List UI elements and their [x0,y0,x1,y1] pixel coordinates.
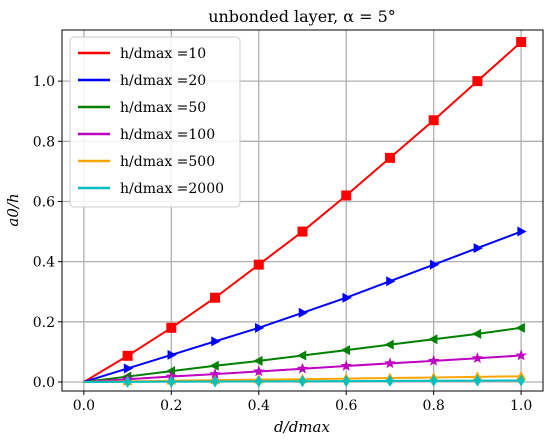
y-tick-label: 0.4 [33,255,55,271]
data-point [342,292,352,303]
data-point [384,152,395,163]
x-tick-label: 0.4 [248,398,270,414]
y-tick-label: 0.6 [33,194,55,210]
x-tick-label: 1.0 [510,398,532,414]
data-point [384,357,396,369]
data-point [515,322,525,333]
data-point [516,37,527,48]
data-point [297,226,308,237]
legend-box [69,36,241,208]
legend-entry: h/dmax =100 [120,127,215,143]
data-point [429,374,438,387]
data-point [427,354,440,366]
x-axis-label: d/dmax [274,418,330,436]
series-4 [83,349,527,385]
data-point [473,243,483,254]
legend-entry: h/dmax =10 [120,46,206,62]
data-point [253,259,264,270]
x-tick-label: 0.0 [73,398,95,414]
data-point [298,307,308,318]
data-point [166,322,177,333]
data-point [297,350,307,361]
data-point [167,375,176,388]
data-point [471,352,484,364]
data-point [517,226,527,237]
data-point [123,363,134,374]
series-2 [83,226,527,383]
data-point [386,374,394,387]
x-tick-label: 0.8 [423,398,445,414]
chart-title: unbonded layer, α = 5° [208,7,396,26]
y-axis-label: a0/h [4,193,22,226]
series-layer [83,37,527,388]
x-tick-label: 0.2 [160,398,182,414]
data-point [471,328,482,339]
data-point [429,259,440,270]
data-point [255,322,265,333]
ticks: 0.0 0.2 0.4 0.6 0.8 1.0 0.0 0.2 0.4 0.6 0.8 1.0 [33,74,533,414]
data-point [515,349,527,361]
data-point [210,292,221,303]
y-tick-label: 1.0 [33,74,55,90]
data-point [341,190,352,201]
data-point [340,345,350,356]
x-tick-label: 0.6 [335,398,357,414]
data-point [209,360,219,371]
data-point [211,375,219,388]
data-point [255,375,263,388]
data-point [342,375,350,388]
legend: h/dmax =10 h/dmax =20 h/dmax =50 h/dmax =10… [69,36,241,208]
series-3 [83,322,525,383]
legend-entry: h/dmax =2000 [120,181,224,197]
data-point [384,339,394,350]
data-point [298,375,307,388]
series-1 [83,37,527,383]
plot-frame [61,29,544,392]
data-point [473,374,482,387]
data-point [428,334,438,345]
data-point [167,349,177,360]
data-point [122,350,133,361]
legend-entry: h/dmax =500 [120,154,215,170]
legend-entry: h/dmax =50 [120,100,206,116]
y-tick-label: 0.0 [33,375,55,391]
series-6 [83,374,525,388]
data-point [253,365,265,377]
data-point [253,355,263,366]
data-point [517,374,525,387]
data-point [340,360,352,371]
data-point [123,375,132,388]
y-tick-label: 0.2 [33,315,55,331]
data-point [165,366,176,377]
data-point [472,76,483,87]
data-point [428,115,439,126]
data-point [386,276,396,287]
data-point [296,362,309,374]
legend-entry: h/dmax =20 [120,73,206,89]
data-point [209,368,221,380]
data-point [211,336,221,347]
y-tick-label: 0.8 [33,134,55,150]
